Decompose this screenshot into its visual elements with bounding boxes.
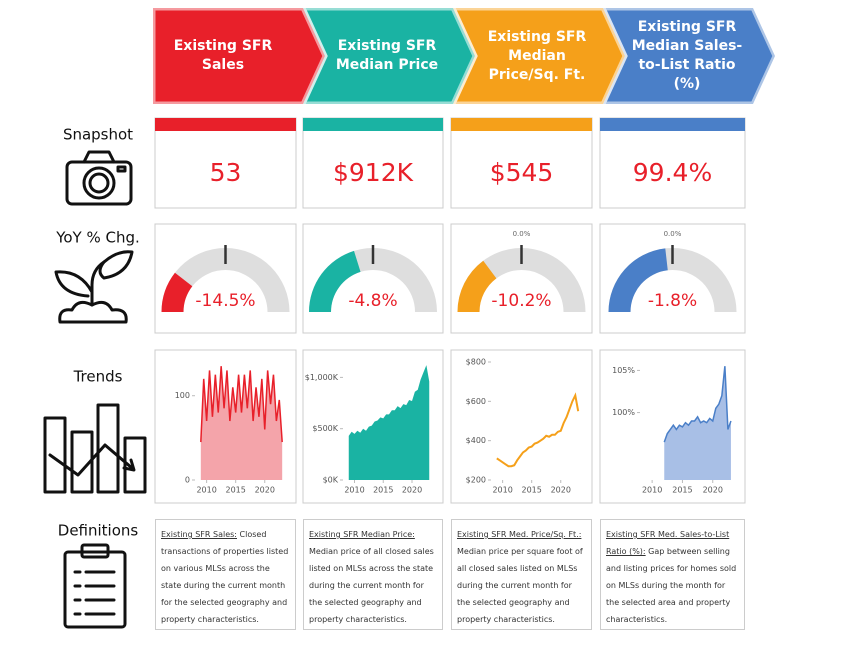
trend-area bbox=[664, 366, 731, 480]
gauge-value-label: -1.8% bbox=[648, 291, 697, 311]
row-label: Snapshot bbox=[63, 126, 133, 144]
trend-line bbox=[200, 366, 283, 443]
definition-text: Median price per square foot of all clos… bbox=[457, 547, 583, 624]
snapshot-value: $545 bbox=[490, 158, 554, 187]
header-text: Existing SFR Median Sales-to-List Ratio … bbox=[631, 19, 743, 92]
gauge-value-arc bbox=[608, 248, 668, 312]
x-tick-label: 2015 bbox=[373, 486, 393, 495]
definition-term: Existing SFR Sales: bbox=[161, 530, 237, 539]
gauge-tick-label: 0.0% bbox=[664, 230, 682, 238]
row-label: Definitions bbox=[58, 522, 139, 540]
definition-card: Existing SFR Med. Price/Sq. Ft.: Median … bbox=[451, 519, 592, 630]
x-tick-label: 2010 bbox=[492, 486, 512, 495]
snapshot-value: 99.4% bbox=[633, 158, 712, 187]
clipboard-icon bbox=[63, 543, 127, 629]
gauge-value-label: -4.8% bbox=[348, 291, 397, 311]
gauge-value-arc bbox=[309, 250, 361, 312]
x-tick-label: 2020 bbox=[551, 486, 571, 495]
plant-icon bbox=[54, 250, 134, 324]
definition-text: Gap between selling and listing prices f… bbox=[606, 547, 737, 624]
gauge-tick-label: 0.0% bbox=[513, 230, 531, 238]
trend-line bbox=[496, 392, 580, 468]
y-tick-label: 100% bbox=[612, 408, 635, 417]
definition-text: Closed transactions of properties listed… bbox=[161, 530, 289, 624]
x-tick-label: 2020 bbox=[703, 486, 723, 495]
header-text: Existing SFR Median Price bbox=[335, 38, 439, 73]
gauge-value-label: -10.2% bbox=[491, 291, 551, 311]
trend-area bbox=[200, 366, 283, 480]
x-tick-label: 2010 bbox=[196, 486, 216, 495]
y-tick-label: $600 bbox=[466, 397, 486, 406]
definition-term: Existing SFR Median Price: bbox=[309, 530, 415, 539]
header-text: Existing SFR Median Price/Sq. Ft. bbox=[487, 28, 587, 83]
y-tick-label: $1,000K bbox=[305, 373, 339, 382]
snapshot-card bbox=[154, 117, 297, 209]
gauge-value-label: -14.5% bbox=[195, 291, 255, 311]
row-label: YoY % Chg. bbox=[55, 229, 140, 247]
y-tick-label: $800 bbox=[466, 358, 486, 367]
row-label: Trends bbox=[73, 368, 123, 386]
x-tick-label: 2010 bbox=[344, 486, 364, 495]
trend-area bbox=[348, 365, 430, 480]
camera-icon bbox=[65, 150, 133, 206]
x-tick-label: 2015 bbox=[672, 486, 692, 495]
header-chevron bbox=[150, 5, 328, 107]
snapshot-card bbox=[302, 117, 444, 209]
gauge-value-arc bbox=[161, 272, 193, 312]
y-tick-label: 100 bbox=[175, 391, 190, 400]
gauge-value-arc bbox=[457, 260, 497, 312]
definition-text: Median price of all closed sales listed … bbox=[309, 547, 434, 624]
definition-term: Existing SFR Med. Price/Sq. Ft.: bbox=[457, 530, 582, 539]
y-tick-label: $500K bbox=[312, 424, 338, 433]
y-tick-label: 0 bbox=[185, 476, 190, 485]
header-text: Existing SFR Sales bbox=[173, 38, 273, 73]
x-tick-label: 2010 bbox=[642, 486, 662, 495]
trend-line bbox=[663, 366, 732, 443]
definition-card: Existing SFR Med. Sales-to-List Ratio (%… bbox=[600, 519, 745, 630]
gauge-track bbox=[161, 248, 290, 312]
snapshot-bar bbox=[155, 118, 296, 131]
trend-card bbox=[450, 349, 593, 504]
y-tick-label: $0K bbox=[323, 476, 339, 485]
snapshot-value: $912K bbox=[333, 158, 414, 187]
x-tick-label: 2015 bbox=[522, 486, 542, 495]
y-tick-label: $400 bbox=[466, 436, 486, 445]
snapshot-value: 53 bbox=[210, 158, 242, 187]
x-tick-label: 2020 bbox=[402, 486, 422, 495]
x-tick-label: 2020 bbox=[255, 486, 275, 495]
definition-term: Existing SFR Med. Sales-to-List Ratio (%… bbox=[606, 530, 730, 556]
gauge-track bbox=[457, 248, 586, 312]
definition-card: Existing SFR Median Price: Median price … bbox=[303, 519, 443, 630]
definition-card: Existing SFR Sales: Closed transactions … bbox=[155, 519, 296, 630]
y-tick-label: 105% bbox=[612, 366, 635, 375]
snapshot-bar bbox=[600, 118, 745, 131]
snapshot-bar bbox=[451, 118, 592, 131]
trend-icon bbox=[43, 403, 147, 494]
snapshot-bar bbox=[303, 118, 443, 131]
y-tick-label: $200 bbox=[466, 476, 486, 485]
x-tick-label: 2015 bbox=[226, 486, 246, 495]
snapshot-card bbox=[450, 117, 593, 209]
